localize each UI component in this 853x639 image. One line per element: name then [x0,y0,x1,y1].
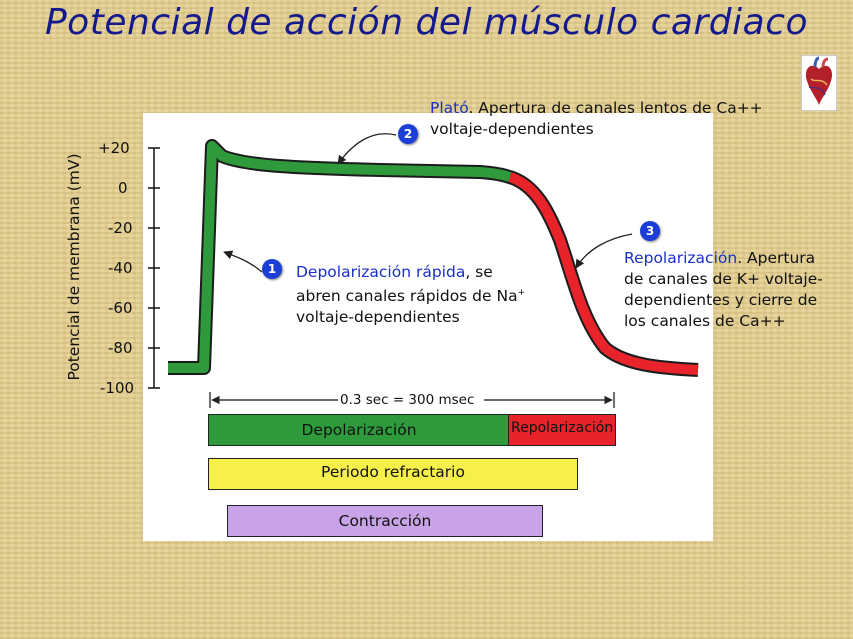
phase-3-text: dependientes y cierre de [624,291,818,309]
phase-3-text: de canales de K+ voltaje- [624,270,823,288]
phase-2-badge: 2 [398,124,418,144]
phase-1-text: , se [465,263,493,281]
depolarization-bar: Depolarización [208,414,510,446]
phase-1-text: voltaje-dependientes [296,308,460,327]
y-axis-label: Potencial de membrana (mV) [65,153,83,381]
phase-3-keyword: Repolarización [624,249,738,267]
phase-3-annotation: Repolarización. Apertura de canales de K… [624,248,823,332]
duration-bracket [209,392,615,408]
phase-1-keyword: Depolarización rápida [296,263,466,281]
y-tick-label: +20 [98,139,130,157]
phase-3-text: . Apertura [737,249,816,267]
y-tick-label: -60 [108,299,133,317]
refractory-period-bar: Periodo refractario [208,458,578,490]
phase-1-text: abren canales rápidos de Na [296,287,518,306]
y-tick-label: -20 [108,219,133,237]
phase-3-badge: 3 [640,221,660,241]
slide-title: Potencial de acción del músculo cardiaco [44,2,809,43]
arrow-phase-2 [337,133,397,165]
repolarization-bar-label: Repolarización [511,420,614,436]
phase-2-annotation: Plató. Apertura de canales lentos de Ca+… [430,98,763,140]
phase-2-keyword: Plató [430,99,469,117]
y-tick-label: -100 [100,379,135,397]
arrow-phase-3 [575,233,633,269]
depolarization-bar-label: Depolarización [301,421,417,439]
phase-1-badge: 1 [262,259,282,279]
phase-2-text: voltaje-dependientes [430,120,594,138]
y-tick-label: -40 [108,259,133,277]
sodium-superscript: + [517,288,526,298]
repolarization-bar: Repolarización [508,414,616,446]
duration-label: 0.3 sec = 300 msec [340,392,475,408]
phase-3-text: los canales de Ca++ [624,312,786,330]
phase-2-text: . Apertura de canales lentos de Ca++ [468,99,763,117]
y-tick-label: -80 [108,339,133,357]
y-axis-ticks [148,147,160,389]
heart-icon [801,55,837,111]
refractory-period-bar-label: Periodo refractario [321,463,465,481]
contraction-bar-label: Contracción [338,512,432,530]
y-tick-label: 0 [118,179,128,197]
arrow-phase-1 [223,250,263,273]
contraction-bar: Contracción [227,505,543,537]
phase-1-annotation: Depolarización rápida, se abren canales … [296,262,525,328]
action-potential-curve-depolarization-plateau [168,139,515,375]
